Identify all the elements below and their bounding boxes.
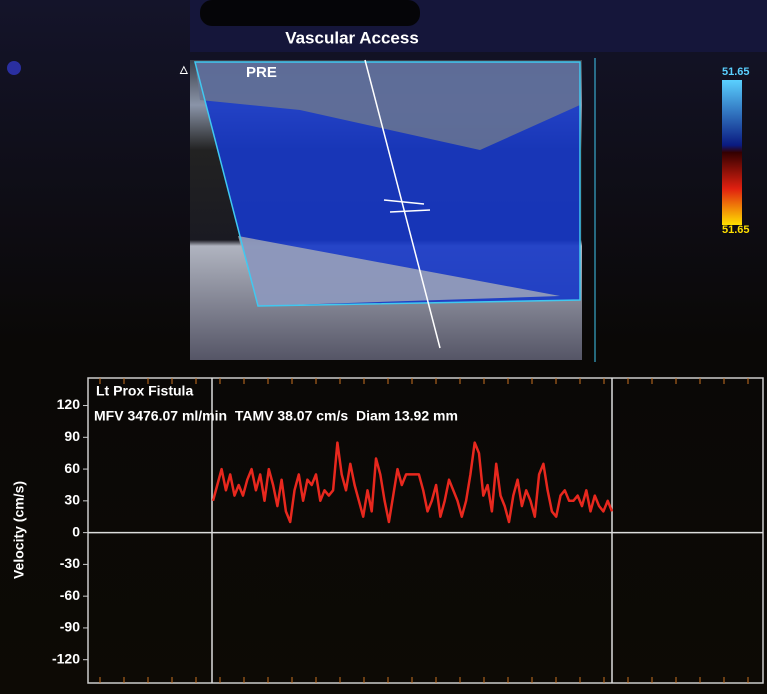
y-tick-label: 30: [64, 492, 80, 508]
y-tick-label: -90: [60, 619, 80, 635]
color-scale: [722, 80, 742, 225]
ultrasound-image: △ PRE: [179, 58, 595, 362]
chart-subtitle: MFV 3476.07 ml/min TAMV 38.07 cm/s Diam …: [94, 408, 458, 424]
y-tick-label: 120: [57, 396, 81, 412]
screen: Vascular Access △ PRE 51.65 51.65 Lt Pro…: [0, 0, 767, 694]
y-tick-label: 60: [64, 460, 80, 476]
header-title: Vascular Access: [285, 28, 419, 47]
y-tick-label: 90: [64, 428, 80, 444]
y-tick-label: 0: [72, 523, 80, 539]
scale-bottom: 51.65: [722, 224, 750, 236]
y-tick-label: -60: [60, 587, 80, 603]
scale-top: 51.65: [722, 66, 750, 78]
indicator-dot: [7, 61, 21, 75]
y-axis-label: Velocity (cm/s): [11, 481, 27, 579]
y-tick-label: -120: [52, 650, 80, 666]
chart-title: Lt Prox Fistula: [96, 383, 193, 399]
header-shadow: [200, 0, 420, 26]
y-tick-label: -30: [60, 555, 80, 571]
image-label: PRE: [246, 64, 277, 81]
marker: △: [179, 65, 188, 76]
